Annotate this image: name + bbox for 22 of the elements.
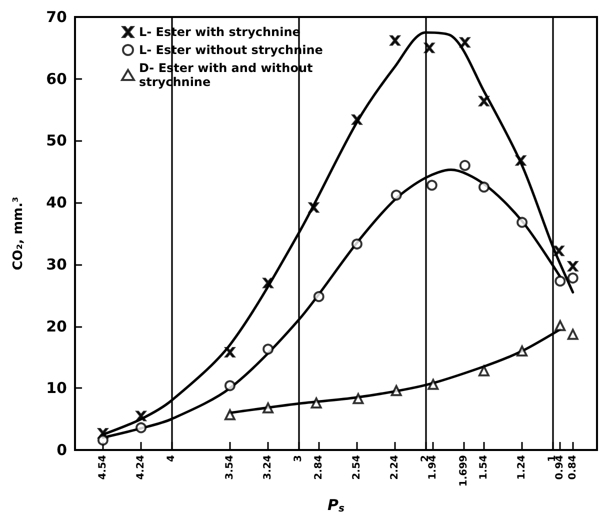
x-tick-label: 2.84 (313, 454, 324, 480)
y-tick-label: 10 (46, 379, 67, 398)
y-tick-label: 70 (46, 8, 67, 26)
y-tick-label: 60 (46, 70, 67, 88)
x-tick-label: 1.699 (458, 454, 470, 487)
x-tick-label: 3.54 (224, 454, 236, 480)
y-tick-label: 0 (56, 441, 67, 459)
x-tick-label: 0.84 (567, 454, 578, 480)
y-tick-label: 40 (46, 194, 67, 212)
x-tick-label: 3.24 (262, 454, 274, 480)
x-tick-label: 4 (166, 454, 178, 462)
y-tick-label: 30 (46, 255, 67, 274)
x-tick-label: 4.24 (136, 454, 147, 480)
x-tick-label: 1.24 (516, 454, 528, 480)
x-tick-label: 2.24 (390, 454, 401, 480)
x-tick-label: 4.54 (97, 454, 108, 480)
x-tick-label: 3 (293, 454, 304, 462)
x-tick-label: 1.54 (478, 454, 490, 480)
x-tick-label: 2.54 (351, 454, 362, 480)
y-tick-label: 20 (46, 317, 67, 336)
y-axis-title: CO₂, mm.³ (11, 196, 26, 270)
y-tick-label: 50 (46, 132, 67, 150)
